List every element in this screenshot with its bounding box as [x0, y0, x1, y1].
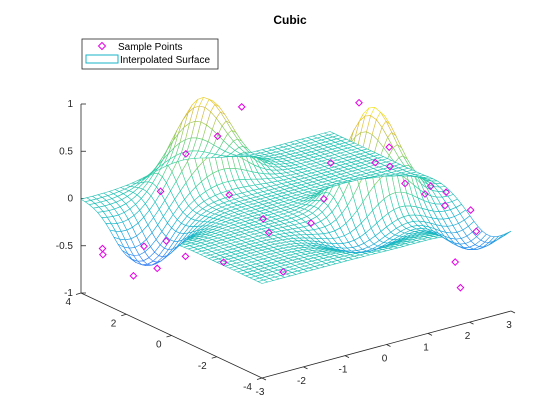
y-tick-label: -2 — [198, 361, 207, 372]
sample-point-marker — [237, 103, 246, 111]
legend-surface-label: Interpolated Surface — [120, 55, 210, 66]
sample-point-marker — [156, 187, 165, 196]
sample-point-marker — [472, 227, 481, 236]
sample-point-marker — [355, 98, 363, 107]
x-tick-label: 1 — [423, 342, 429, 353]
sample-point-marker — [153, 264, 162, 273]
sample-point-marker — [326, 158, 335, 167]
sample-point-marker — [320, 194, 328, 203]
y-tick-label: 4 — [65, 297, 71, 308]
z-tick-label: 0 — [67, 194, 73, 205]
sample-point-marker — [401, 179, 409, 188]
y-tick-mark — [256, 377, 263, 380]
sample-point-marker — [264, 228, 273, 237]
z-tick-label: -1 — [64, 288, 73, 299]
x-tick-mark — [469, 321, 474, 325]
y-tick-mark — [166, 335, 172, 338]
chart-title: Cubic — [273, 13, 307, 27]
y-tick-label: 2 — [111, 318, 117, 329]
sample-point-marker — [451, 258, 460, 266]
x-tick-mark — [261, 377, 267, 381]
sample-point-marker — [129, 271, 138, 280]
x-tick-mark — [344, 355, 350, 359]
surface-cell — [80, 197, 92, 202]
sample-point-marker — [426, 182, 435, 190]
sample-point-marker — [225, 190, 234, 199]
sample-point-marker — [307, 219, 316, 228]
sample-point-marker — [421, 190, 429, 198]
legend: Sample Points Interpolated Surface — [81, 38, 219, 70]
sample-point-marker — [259, 214, 268, 223]
sample-point-marker — [279, 267, 288, 276]
y-tick-label: -4 — [243, 382, 252, 393]
sample-point-marker — [442, 188, 451, 197]
y-tick-mark — [75, 292, 82, 295]
x-tick-mark — [303, 366, 308, 370]
sample-point-marker — [140, 242, 148, 251]
sample-point-marker — [385, 143, 394, 152]
x-tick-label: 3 — [506, 320, 512, 331]
legend-sample-points-marker — [97, 41, 107, 51]
legend-surface-swatch — [85, 54, 119, 64]
x-tick-label: -1 — [339, 365, 348, 376]
x-tick-label: -3 — [256, 387, 265, 398]
x-tick-label: -2 — [297, 376, 306, 387]
x-tick-label: 0 — [382, 354, 388, 365]
legend-sample-points-label: Sample Points — [118, 42, 182, 53]
legend-box — [81, 38, 219, 70]
sample-point-marker — [213, 132, 222, 141]
x-tick-label: 2 — [465, 331, 471, 342]
sample-point-marker — [181, 149, 190, 158]
z-tick-label: 1 — [67, 99, 73, 110]
y-tick-mark — [121, 313, 127, 317]
sample-point-marker — [181, 252, 190, 261]
sample-point-marker — [98, 250, 107, 259]
sample-point-marker — [386, 162, 394, 171]
sample-point-marker — [466, 206, 475, 214]
x-tick-mark — [510, 310, 516, 314]
x-tick-mark — [427, 332, 433, 336]
sample-point-marker — [456, 283, 465, 292]
z-tick-label: -0.5 — [56, 241, 74, 252]
sample-point-marker — [219, 258, 228, 267]
sample-point-marker — [371, 158, 380, 167]
x-tick-mark — [386, 344, 391, 347]
sample-point-marker — [162, 237, 171, 245]
y-tick-mark — [211, 356, 217, 359]
y-tick-label: 0 — [156, 340, 162, 351]
interpolated-surface-mesh — [80, 97, 512, 284]
sample-point-marker — [441, 201, 449, 210]
z-tick-label: 0.5 — [59, 146, 73, 157]
sample-points-layer — [98, 98, 481, 292]
